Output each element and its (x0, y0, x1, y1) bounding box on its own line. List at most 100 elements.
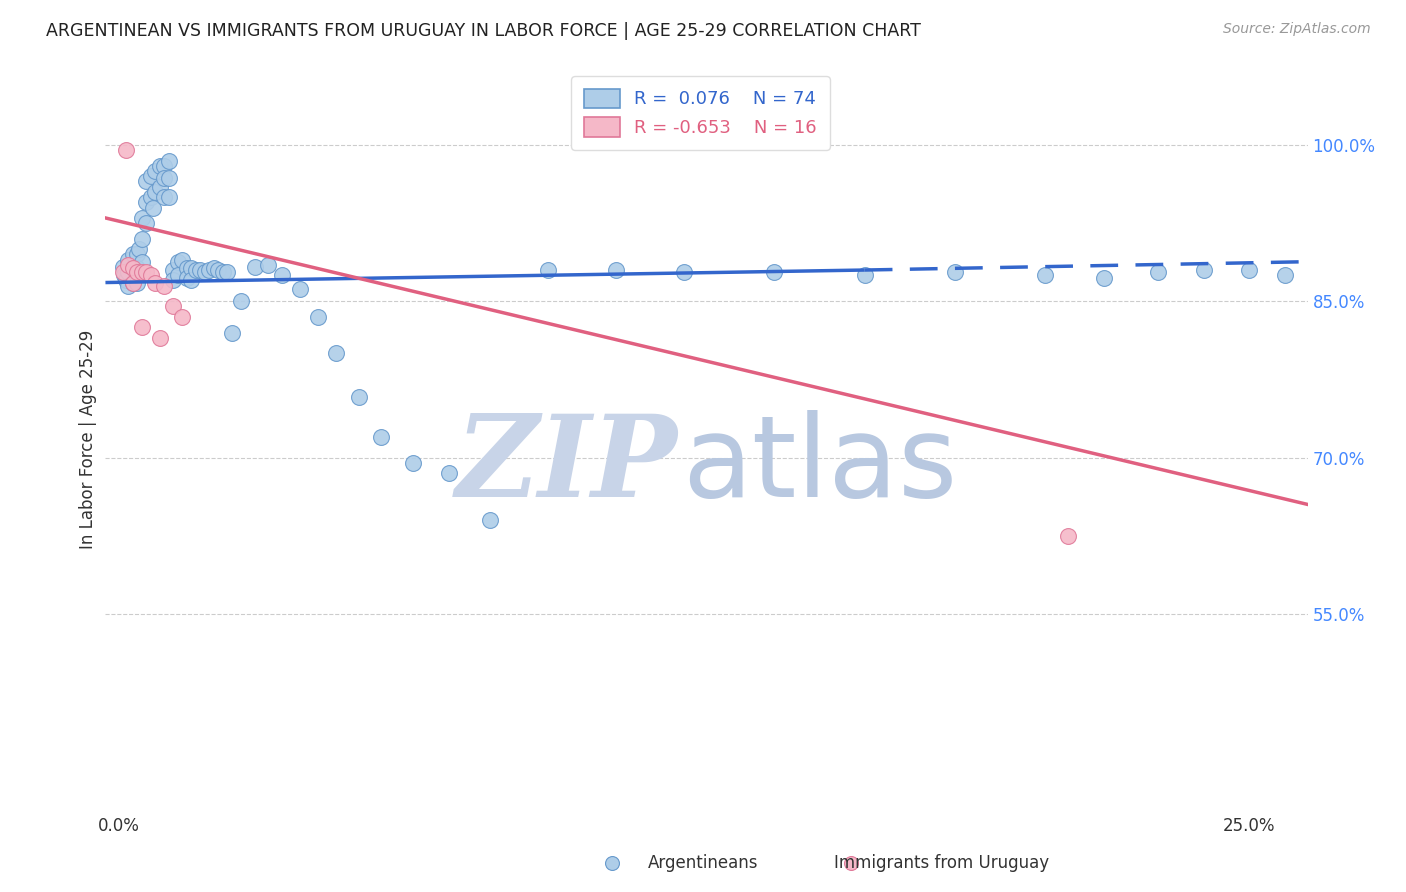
Point (1274, 268, 1296, 283)
Point (605, 263, 627, 277)
Point (1035, 268, 1057, 283)
Point (270, 268, 292, 283)
Point (180, 260, 202, 275)
Point (143, 276, 166, 290)
Text: atlas: atlas (682, 410, 957, 521)
Point (257, 258, 280, 272)
Point (217, 265, 239, 279)
Point (117, 278, 139, 293)
Point (672, 265, 695, 279)
Point (117, 252, 139, 267)
Point (172, 310, 194, 324)
Point (172, 252, 194, 267)
Point (128, 242, 150, 256)
Point (143, 164, 166, 178)
Point (537, 263, 560, 277)
Point (153, 190, 176, 204)
Point (166, 268, 188, 283)
Point (162, 273, 184, 287)
Point (943, 265, 966, 279)
Point (135, 265, 157, 279)
Point (139, 169, 162, 184)
Point (139, 268, 162, 283)
Point (127, 260, 149, 275)
Point (149, 159, 172, 173)
Point (121, 247, 143, 261)
Point (180, 273, 202, 287)
Point (763, 265, 786, 279)
Point (131, 265, 153, 279)
Point (121, 276, 143, 290)
Point (176, 271, 198, 285)
Point (131, 254, 153, 268)
Point (188, 263, 212, 277)
Point (1147, 265, 1170, 279)
Point (135, 174, 157, 188)
Point (135, 216, 157, 230)
Point (162, 263, 184, 277)
Point (127, 265, 149, 279)
Point (114, 143, 136, 157)
Point (325, 346, 347, 360)
Point (142, 201, 165, 215)
Point (600, 856, 623, 871)
Point (153, 171, 176, 186)
Point (1192, 263, 1215, 277)
Text: Source: ZipAtlas.com: Source: ZipAtlas.com (1223, 22, 1371, 37)
Point (176, 260, 198, 275)
Text: ZIP: ZIP (456, 410, 678, 521)
Point (112, 268, 135, 283)
Point (153, 159, 176, 173)
Point (111, 260, 134, 274)
Point (143, 185, 166, 199)
Point (127, 247, 149, 261)
Point (194, 265, 217, 279)
Legend: R =  0.076    N = 74, R = -0.653    N = 16: R = 0.076 N = 74, R = -0.653 N = 16 (571, 76, 830, 150)
Point (288, 282, 311, 296)
Point (166, 254, 188, 268)
Point (127, 276, 149, 290)
Point (135, 195, 157, 210)
Text: Argentineans: Argentineans (648, 855, 758, 872)
Point (1057, 529, 1080, 543)
Point (117, 265, 139, 279)
Point (229, 294, 252, 309)
Point (402, 456, 425, 470)
Point (149, 179, 172, 194)
Point (157, 171, 180, 186)
Point (111, 265, 134, 279)
Point (131, 211, 153, 225)
Point (347, 390, 370, 404)
Point (114, 273, 136, 287)
Point (370, 430, 392, 444)
Text: Immigrants from Uruguay: Immigrants from Uruguay (834, 855, 1050, 872)
Point (1237, 263, 1260, 277)
Point (478, 513, 501, 527)
Point (221, 326, 243, 340)
Point (131, 232, 153, 246)
Point (243, 260, 266, 274)
Point (121, 260, 143, 275)
Point (117, 258, 139, 272)
Point (157, 190, 180, 204)
Point (157, 153, 180, 168)
Point (207, 263, 229, 277)
Point (121, 276, 143, 290)
Point (307, 310, 329, 324)
Text: ARGENTINEAN VS IMMIGRANTS FROM URUGUAY IN LABOR FORCE | AGE 25-29 CORRELATION CH: ARGENTINEAN VS IMMIGRANTS FROM URUGUAY I… (46, 22, 921, 40)
Point (153, 278, 176, 293)
Point (121, 260, 143, 275)
Point (437, 466, 460, 480)
Point (139, 190, 162, 204)
Point (131, 320, 153, 334)
Point (198, 263, 221, 277)
Point (149, 331, 172, 345)
Point (1092, 271, 1115, 285)
Point (853, 268, 876, 283)
Point (184, 263, 207, 277)
Point (212, 265, 235, 279)
Y-axis label: In Labor Force | Age 25-29: In Labor Force | Age 25-29 (79, 330, 97, 549)
Point (202, 260, 225, 275)
Point (839, 856, 862, 871)
Point (162, 300, 184, 314)
